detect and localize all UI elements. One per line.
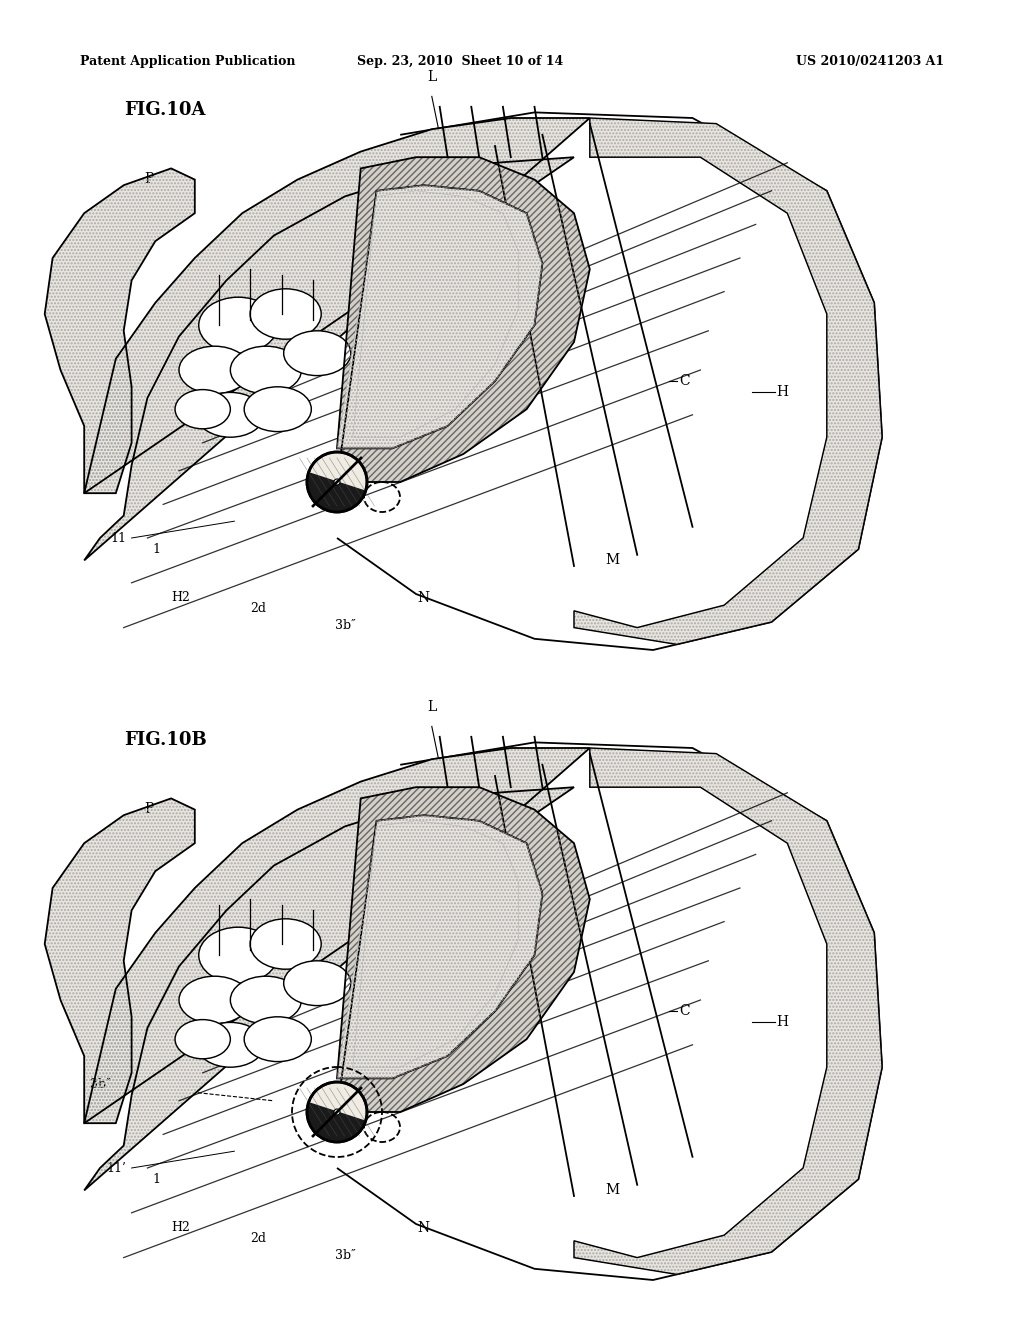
Ellipse shape bbox=[197, 1023, 264, 1067]
Text: M: M bbox=[606, 553, 620, 568]
Ellipse shape bbox=[199, 297, 278, 354]
Polygon shape bbox=[337, 185, 543, 449]
Text: N: N bbox=[418, 591, 430, 605]
Text: P: P bbox=[144, 173, 154, 186]
Ellipse shape bbox=[244, 1016, 311, 1061]
Text: H2: H2 bbox=[171, 1221, 190, 1234]
Text: P: P bbox=[144, 803, 154, 816]
Text: H: H bbox=[776, 1015, 788, 1030]
Text: FIG.10B: FIG.10B bbox=[124, 731, 207, 750]
Ellipse shape bbox=[244, 387, 311, 432]
Ellipse shape bbox=[179, 346, 250, 393]
Text: 2d: 2d bbox=[250, 1232, 266, 1245]
Text: 11’: 11’ bbox=[106, 1162, 127, 1175]
Polygon shape bbox=[337, 816, 543, 1078]
Ellipse shape bbox=[197, 392, 264, 437]
Ellipse shape bbox=[230, 977, 301, 1024]
Ellipse shape bbox=[250, 289, 322, 339]
Text: L: L bbox=[427, 70, 436, 84]
Polygon shape bbox=[84, 117, 590, 561]
Ellipse shape bbox=[175, 389, 230, 429]
Text: H: H bbox=[776, 385, 788, 400]
Polygon shape bbox=[574, 748, 882, 1274]
Circle shape bbox=[334, 1109, 340, 1115]
Text: 1: 1 bbox=[153, 543, 160, 556]
Polygon shape bbox=[84, 748, 590, 1191]
Ellipse shape bbox=[179, 977, 250, 1024]
Text: 2d: 2d bbox=[250, 602, 266, 615]
Text: 3b″: 3b″ bbox=[335, 1249, 355, 1262]
Circle shape bbox=[307, 451, 367, 512]
Text: 1: 1 bbox=[153, 1172, 160, 1185]
Text: 3b″: 3b″ bbox=[335, 619, 355, 632]
Ellipse shape bbox=[284, 961, 351, 1006]
Ellipse shape bbox=[175, 1019, 230, 1059]
Circle shape bbox=[334, 479, 340, 484]
Polygon shape bbox=[45, 799, 195, 1123]
Text: Sep. 23, 2010  Sheet 10 of 14: Sep. 23, 2010 Sheet 10 of 14 bbox=[357, 55, 563, 69]
Text: N: N bbox=[418, 1221, 430, 1234]
Text: L: L bbox=[427, 701, 436, 714]
Text: 3b″: 3b″ bbox=[90, 1077, 111, 1090]
Text: H2: H2 bbox=[171, 591, 190, 603]
Polygon shape bbox=[307, 473, 366, 512]
Polygon shape bbox=[337, 157, 590, 482]
Text: C: C bbox=[679, 1005, 689, 1018]
Polygon shape bbox=[45, 169, 195, 494]
Text: Patent Application Publication: Patent Application Publication bbox=[80, 55, 296, 69]
Polygon shape bbox=[337, 787, 590, 1111]
Polygon shape bbox=[307, 1102, 366, 1142]
Text: C: C bbox=[679, 374, 689, 388]
Ellipse shape bbox=[284, 331, 351, 376]
Ellipse shape bbox=[230, 346, 301, 393]
Polygon shape bbox=[574, 117, 882, 644]
Ellipse shape bbox=[250, 919, 322, 969]
Ellipse shape bbox=[199, 927, 278, 983]
Text: FIG.10A: FIG.10A bbox=[124, 102, 205, 119]
Text: US 2010/0241203 A1: US 2010/0241203 A1 bbox=[796, 55, 944, 69]
Text: M: M bbox=[606, 1184, 620, 1197]
Text: 11: 11 bbox=[111, 532, 127, 544]
Circle shape bbox=[307, 1082, 367, 1142]
